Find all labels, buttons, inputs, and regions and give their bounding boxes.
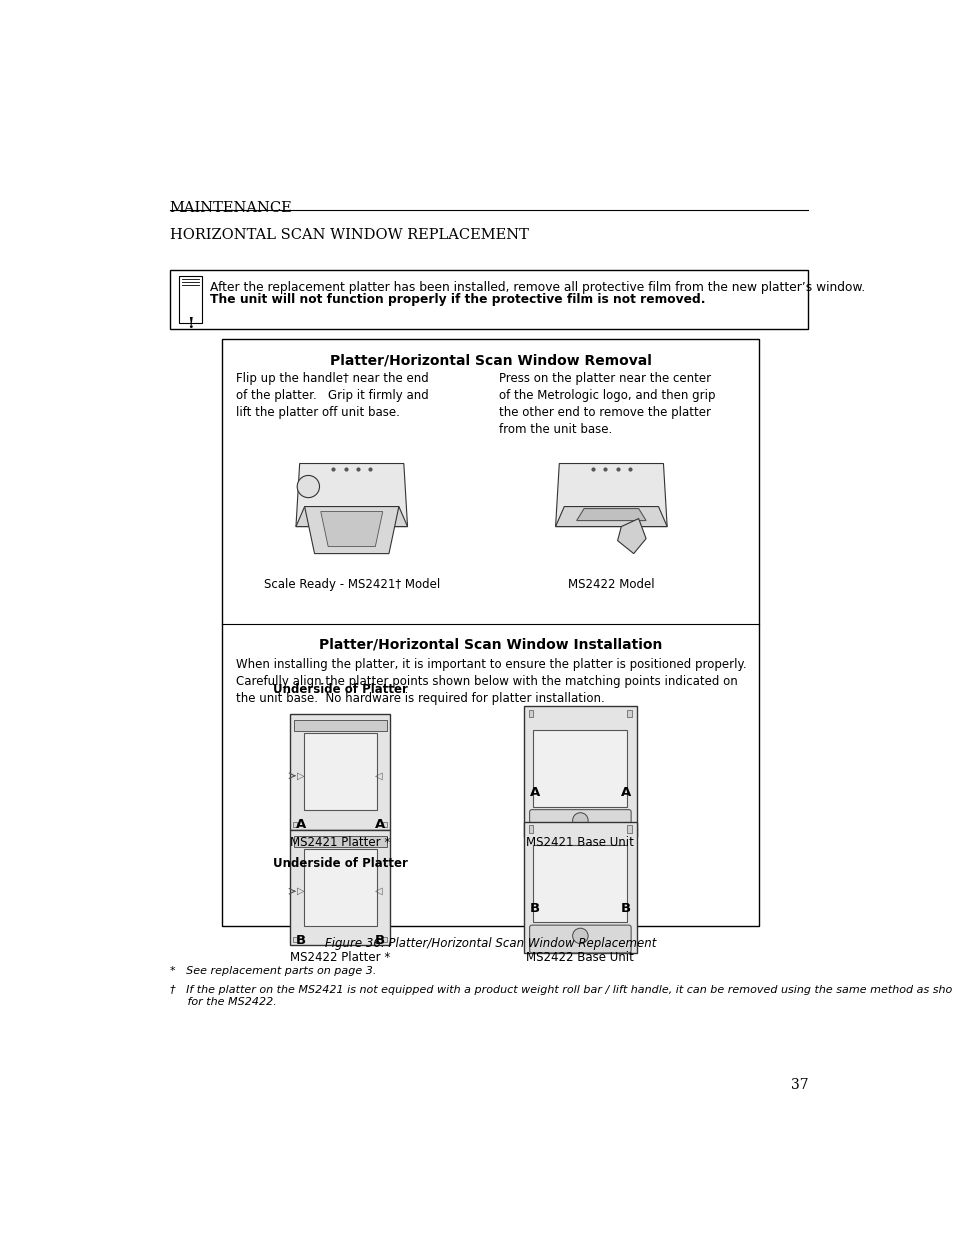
Polygon shape <box>295 506 407 526</box>
Circle shape <box>297 475 319 498</box>
Bar <box>294 720 386 731</box>
Bar <box>528 710 533 718</box>
Text: MS2422 Platter *: MS2422 Platter * <box>290 951 390 963</box>
Text: Underside of Platter: Underside of Platter <box>273 857 407 869</box>
Bar <box>523 823 636 953</box>
Text: Scale Ready - MS2421† Model: Scale Ready - MS2421† Model <box>263 578 439 590</box>
Text: Flip up the handle† near the end
of the platter.   Grip it firmly and
lift the p: Flip up the handle† near the end of the … <box>236 372 429 419</box>
Bar <box>303 734 376 810</box>
Bar <box>533 730 627 806</box>
Text: Underside of Platter: Underside of Platter <box>273 683 407 697</box>
Text: A: A <box>620 787 630 799</box>
Bar <box>533 845 627 923</box>
Text: The unit will not function properly if the protective film is not removed.: The unit will not function properly if t… <box>210 293 704 306</box>
Text: B: B <box>295 934 305 947</box>
Polygon shape <box>304 506 398 553</box>
Bar <box>382 937 387 942</box>
Text: After the replacement platter has been installed, remove all protective film fro: After the replacement platter has been i… <box>210 280 864 294</box>
Text: B: B <box>530 902 539 915</box>
Text: MS2422 Model: MS2422 Model <box>567 578 654 590</box>
Bar <box>293 823 297 826</box>
Bar <box>382 823 387 826</box>
Text: MAINTENANCE: MAINTENANCE <box>170 200 292 215</box>
Text: Platter/Horizontal Scan Window Removal: Platter/Horizontal Scan Window Removal <box>330 353 651 367</box>
Text: MS2421 Platter *: MS2421 Platter * <box>290 836 390 848</box>
Polygon shape <box>555 506 666 526</box>
Text: B: B <box>375 934 384 947</box>
Bar <box>523 706 636 837</box>
Text: Figure 36. Platter/Horizontal Scan Window Replacement: Figure 36. Platter/Horizontal Scan Windo… <box>325 937 656 951</box>
Text: ▷: ▷ <box>297 771 305 781</box>
Text: A: A <box>375 819 384 831</box>
Text: ▷: ▷ <box>297 887 305 897</box>
FancyBboxPatch shape <box>529 810 631 837</box>
Text: †   If the platter on the MS2421 is not equipped with a product weight roll bar : † If the platter on the MS2421 is not eq… <box>170 986 953 1007</box>
Polygon shape <box>617 519 645 553</box>
Polygon shape <box>555 463 666 526</box>
Text: B: B <box>620 902 630 915</box>
Circle shape <box>572 929 587 944</box>
Text: MS2422 Base Unit: MS2422 Base Unit <box>526 951 634 963</box>
Text: Platter/Horizontal Scan Window Installation: Platter/Horizontal Scan Window Installat… <box>319 638 661 652</box>
Bar <box>222 340 759 926</box>
Text: Press on the platter near the center
of the Metrologic logo, and then grip
the o: Press on the platter near the center of … <box>498 372 715 436</box>
Bar <box>290 830 390 945</box>
Text: HORIZONTAL SCAN WINDOW REPLACEMENT: HORIZONTAL SCAN WINDOW REPLACEMENT <box>170 227 528 242</box>
Bar <box>290 714 390 830</box>
Text: !: ! <box>187 317 193 331</box>
Text: A: A <box>529 787 539 799</box>
Bar <box>627 710 631 718</box>
Bar <box>179 275 202 324</box>
Bar <box>303 848 376 926</box>
Text: *   See replacement parts on page 3.: * See replacement parts on page 3. <box>170 966 375 976</box>
Polygon shape <box>316 509 386 521</box>
Text: A: A <box>295 819 305 831</box>
Text: ◁: ◁ <box>375 771 382 781</box>
Bar <box>293 937 297 942</box>
Circle shape <box>572 813 587 829</box>
Bar <box>528 825 533 832</box>
Bar <box>170 270 807 330</box>
Text: ◁: ◁ <box>375 887 382 897</box>
Polygon shape <box>320 511 382 547</box>
Polygon shape <box>295 463 407 526</box>
Text: MS2421 Base Unit: MS2421 Base Unit <box>526 836 634 848</box>
Bar <box>294 836 386 846</box>
Bar <box>627 825 631 832</box>
Text: When installing the platter, it is important to ensure the platter is positioned: When installing the platter, it is impor… <box>236 658 746 705</box>
Polygon shape <box>576 509 645 521</box>
Text: 37: 37 <box>790 1078 807 1092</box>
FancyBboxPatch shape <box>529 925 631 953</box>
